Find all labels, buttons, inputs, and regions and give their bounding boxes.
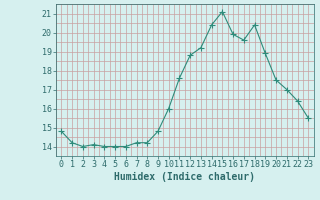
- X-axis label: Humidex (Indice chaleur): Humidex (Indice chaleur): [114, 172, 255, 182]
